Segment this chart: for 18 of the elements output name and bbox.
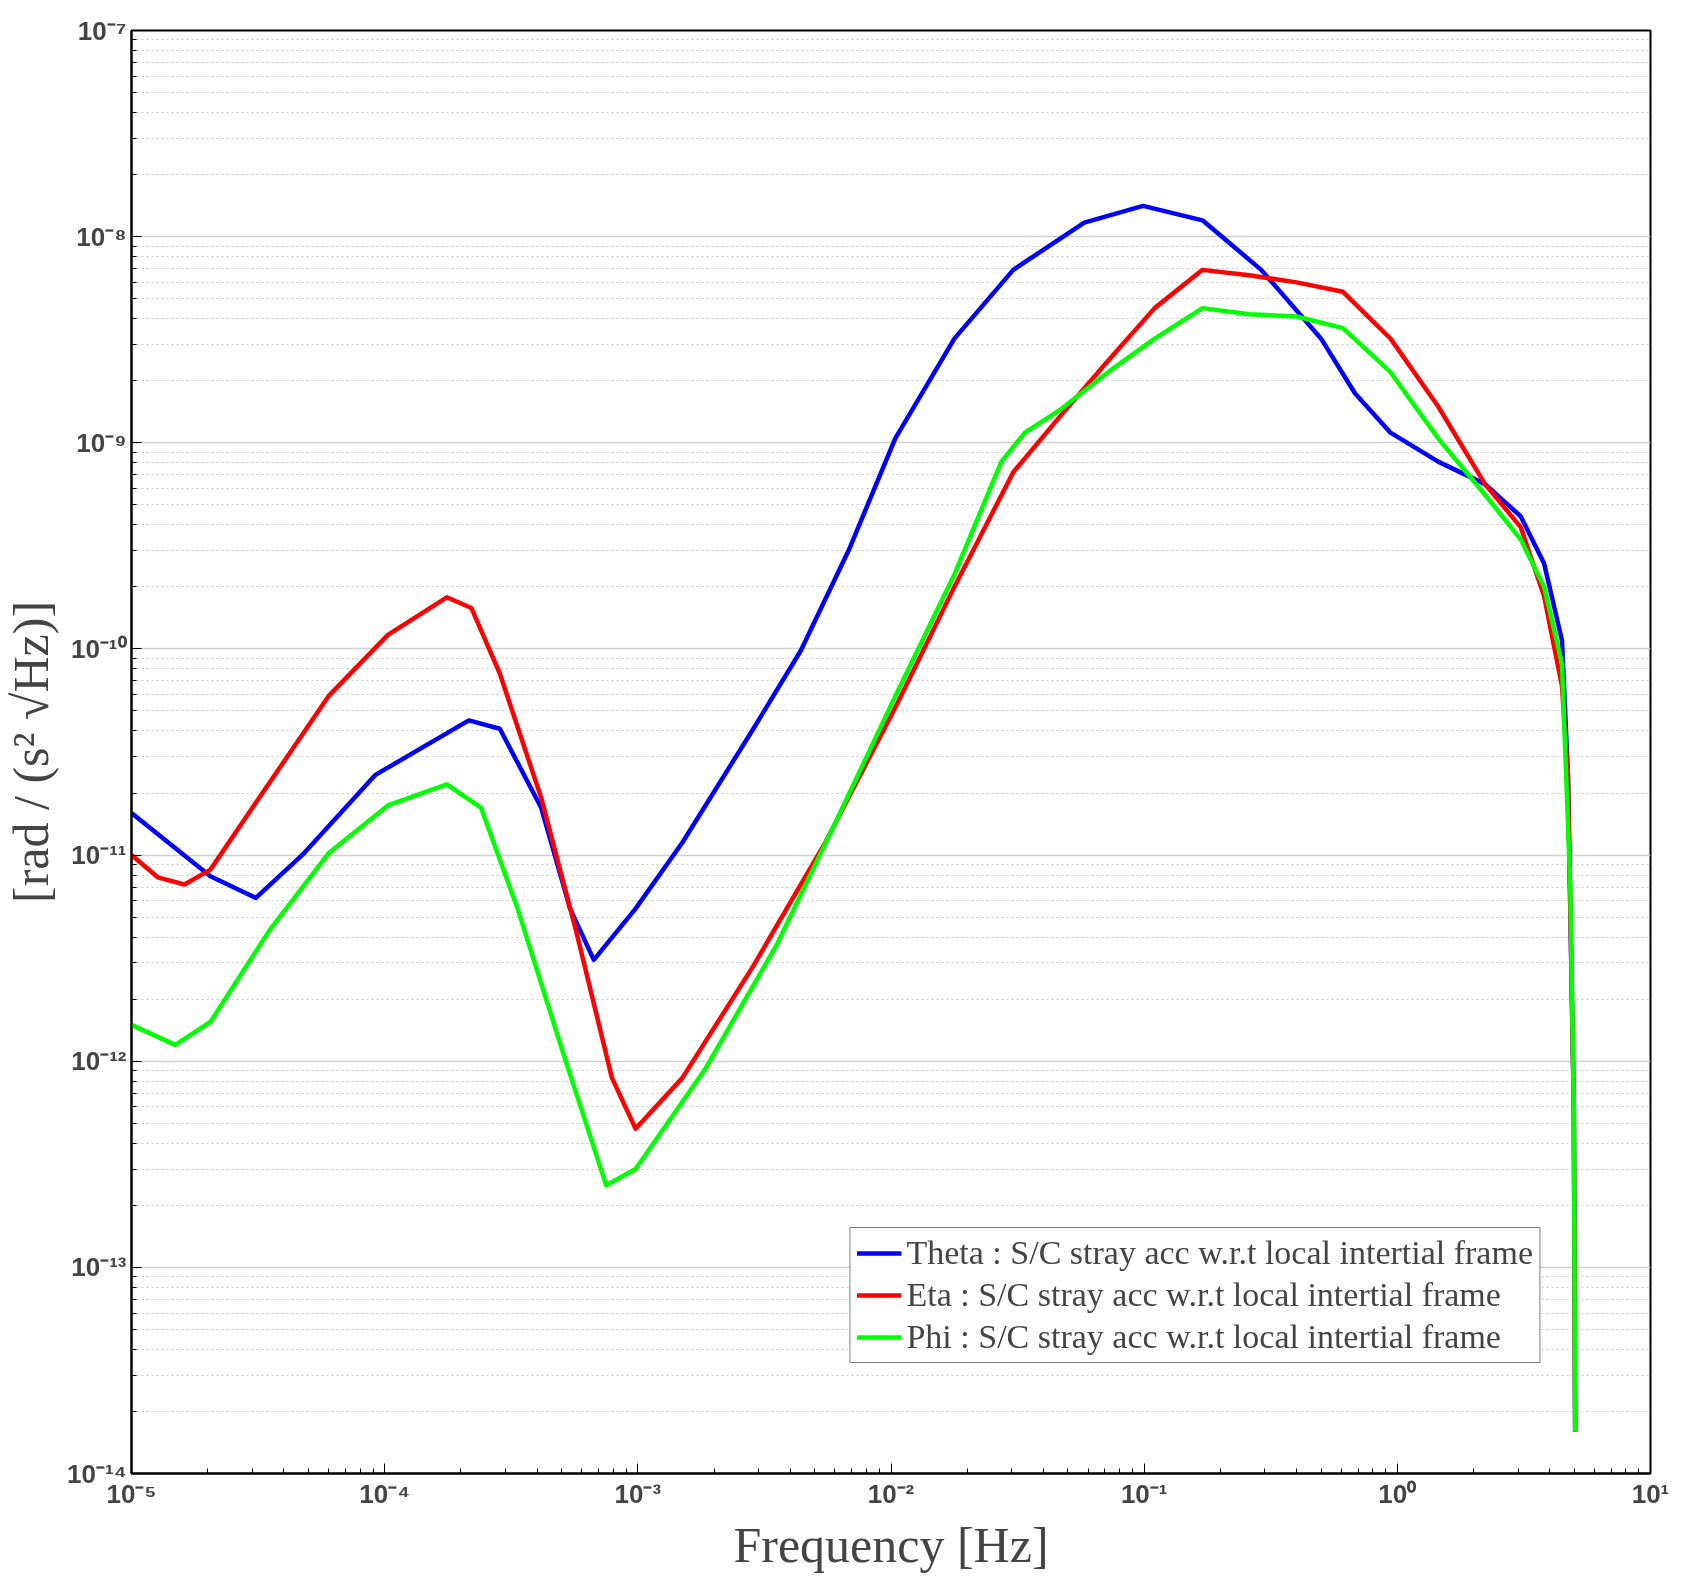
y-axis-title: [rad / (s² √Hz)]: [3, 600, 60, 904]
y-tick-label: 10⁻¹¹: [71, 840, 127, 871]
legend-label: Phi : S/C stray acc w.r.t local intertial frame: [906, 1318, 1501, 1356]
x-tick-label: 10⁻³: [614, 1478, 662, 1509]
x-tick-label: 10¹: [1631, 1478, 1670, 1509]
y-tick-label: 10⁻¹⁰: [70, 633, 128, 664]
y-tick-label: 10⁻⁷: [77, 15, 127, 46]
y-tick-label: 10⁻¹²: [71, 1046, 127, 1077]
legend-label: Theta : S/C stray acc w.r.t local intertial frame: [906, 1234, 1533, 1272]
y-tick-label: 10⁻¹³: [71, 1252, 127, 1283]
y-tick-label: 10⁻⁹: [76, 427, 127, 458]
x-tick-label: 10⁻⁴: [359, 1478, 411, 1509]
x-axis-title: Frequency [Hz]: [733, 1516, 1049, 1573]
y-tick-label: 10⁻⁸: [76, 221, 127, 252]
x-tick-label: 10⁰: [1378, 1478, 1418, 1509]
x-tick-label: 10⁻¹: [1120, 1478, 1168, 1509]
x-tick-label: 10⁻²: [867, 1478, 915, 1509]
legend-label: Eta : S/C stray acc w.r.t local intertial frame: [906, 1276, 1501, 1314]
